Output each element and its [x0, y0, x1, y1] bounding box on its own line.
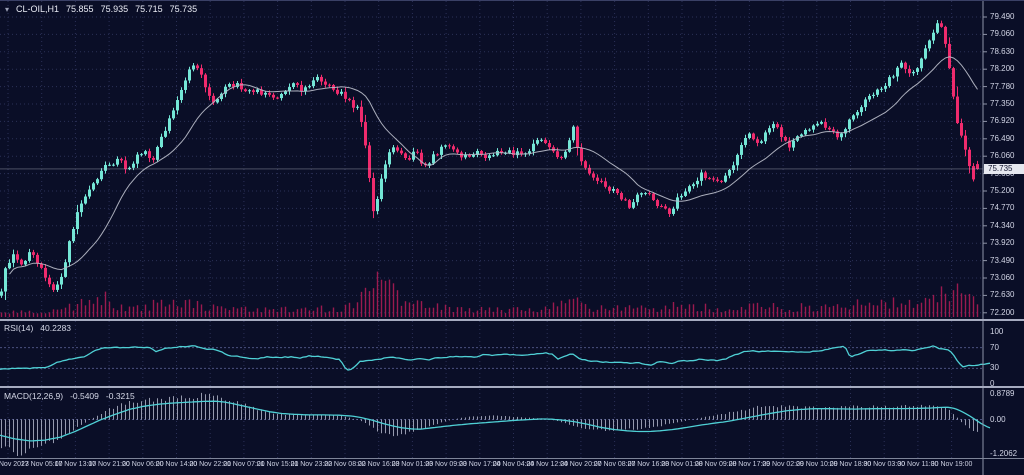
macd-name: MACD(12,26,9) [4, 391, 64, 401]
price-axis-label: 78.200 [990, 64, 1015, 74]
price-axis-label: 75.200 [990, 186, 1015, 195]
time-axis-label: 24 Nov 04:00 [492, 461, 535, 468]
current-price-tag: 75.735 [984, 164, 1024, 174]
price-axis-label: 76.490 [990, 133, 1015, 143]
time-axis-label: 17 Nov 13:00 [54, 461, 97, 468]
price-axis-label: 74.770 [990, 203, 1015, 213]
price-axis[interactable]: 75.735 79.490 79.060 78.630 78.200 77.780 77.… [984, 1, 1024, 475]
time-axis-label: 28 Nov 01:00 [661, 461, 703, 468]
title-close: 75.735 [169, 4, 198, 14]
price-axis-label: 73.920 [990, 238, 1015, 248]
macd-scale-label: 0.00 [990, 414, 1006, 424]
time-axis-label: 30 Nov 19:00 [930, 461, 973, 468]
price-axis-label: 73.060 [990, 273, 1015, 282]
price-axis-label: 78.630 [990, 46, 1015, 56]
rsi-scale-label: 100 [990, 327, 1004, 336]
time-axis-label: 24 Nov 12:00 [526, 461, 569, 468]
macd-scale-label: 0.8789 [990, 389, 1015, 399]
time-axis-label: 17 Nov 05:00 [20, 461, 63, 468]
price-axis-label: 76.060 [990, 151, 1015, 161]
title-open: 75.855 [66, 4, 94, 14]
time-axis-label: 22 Nov 08:00 [324, 461, 366, 468]
rsi-value: 40.2283 [40, 323, 72, 333]
time-axis-label: 30 Nov 11:00 [897, 461, 939, 468]
pane-separator-rsi[interactable] [0, 319, 1024, 321]
price-axis-label: 79.060 [990, 29, 1015, 39]
symbol-title: ▾ CL-OIL,H1 75.855 75.935 75.715 75.735 [5, 4, 197, 14]
price-axis-label: 72.630 [990, 290, 1015, 300]
time-axis-label: 20 Nov 14:00 [155, 461, 198, 468]
title-symbol: CL-OIL,H1 [16, 4, 60, 14]
time-axis-label: 21 Nov 23:00 [290, 461, 333, 468]
time-axis-label: 30 Nov 03:00 [863, 461, 906, 468]
rsi-name: RSI(14) [4, 323, 34, 333]
price-axis-label: 77.780 [990, 81, 1015, 91]
time-axis-label: 21 Nov 15:00 [256, 461, 299, 468]
title-low: 75.715 [135, 4, 163, 14]
time-axis-label: 23 Nov 01:00 [391, 461, 434, 468]
time-axis-border [0, 458, 1024, 459]
time-axis-label: 17 Nov 21:00 [88, 461, 130, 468]
time-axis-label: 28 Nov 09:00 [694, 461, 737, 468]
time-axis-label: 27 Nov 16:00 [627, 461, 670, 468]
title-high: 75.935 [100, 4, 129, 14]
rsi-indicator-label: RSI(14) 40.2283 [4, 323, 71, 333]
time-axis-label: 23 Nov 09:00 [425, 461, 467, 468]
price-axis-label: 73.490 [990, 255, 1015, 265]
time-axis-label: 16 Nov 2023 [0, 461, 29, 468]
macd-signal-value: -0.3215 [105, 391, 135, 401]
time-axis-label: 23 Nov 17:00 [458, 461, 501, 468]
price-axis-label: 72.200 [990, 307, 1015, 317]
time-axis-label: 29 Nov 18:00 [829, 461, 872, 468]
price-axis-label: 74.340 [990, 220, 1015, 230]
time-axis-label: 22 Nov 16:00 [357, 461, 400, 468]
price-axis-label: 79.490 [990, 12, 1015, 21]
time-axis-label: 21 Nov 07:00 [223, 461, 265, 468]
macd-value: -0.5409 [70, 391, 99, 401]
time-axis-label: 29 Nov 02:00 [762, 461, 804, 468]
time-axis-label: 20 Nov 06:00 [121, 461, 164, 468]
macd-indicator-label: MACD(12,26,9) -0.5409 -0.3215 [4, 391, 135, 401]
time-axis-label: 27 Nov 08:00 [593, 461, 636, 468]
price-axis-label: 76.920 [990, 116, 1015, 126]
time-axis-label: 20 Nov 22:00 [189, 461, 232, 468]
macd-scale-label: -1.2062 [990, 448, 1018, 458]
price-axis-label: 77.350 [990, 99, 1015, 108]
time-axis-label: 29 Nov 10:00 [795, 461, 838, 468]
pane-separator-macd[interactable] [0, 386, 1024, 388]
time-axis-label: 28 Nov 17:00 [728, 461, 771, 468]
rsi-scale-label: 0 [990, 379, 995, 388]
collapse-arrow-icon[interactable]: ▾ [5, 4, 10, 14]
rsi-scale-label: 70 [990, 342, 999, 352]
time-axis-label: 24 Nov 20:00 [560, 461, 602, 468]
rsi-scale-label: 30 [990, 363, 999, 373]
